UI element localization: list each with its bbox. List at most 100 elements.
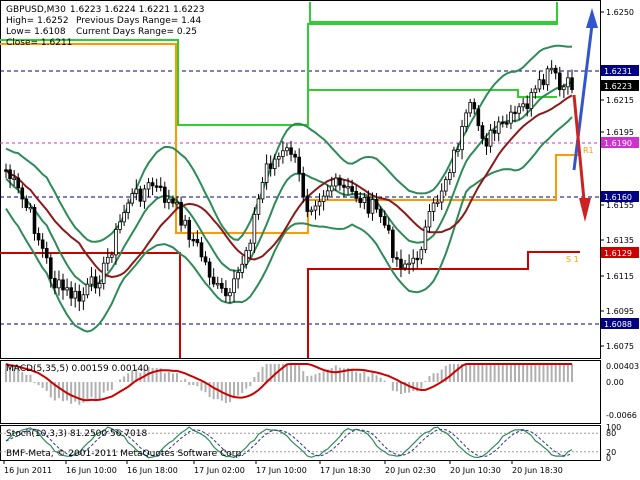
candle-body — [443, 179, 448, 192]
candle-body — [488, 129, 493, 147]
candle-body — [366, 197, 371, 214]
daily-low-box-2 — [307, 251, 580, 358]
candle-body — [570, 77, 574, 91]
stoch-title: Stoch(10,3,3) 81.2500 56.7018 — [6, 429, 147, 439]
candle-body — [285, 147, 289, 152]
candles — [4, 60, 574, 312]
time-tick-label: 16 Jun 10:00 — [66, 466, 117, 475]
candle-body — [325, 190, 330, 197]
candle-body — [53, 277, 57, 289]
candle-body — [411, 257, 415, 264]
candle-body — [61, 279, 65, 291]
candle-body — [431, 202, 436, 212]
candle-body — [195, 239, 200, 244]
candle-body — [297, 156, 301, 174]
macd-tick-label: 0.00403 — [606, 362, 639, 371]
candle-body — [313, 205, 318, 211]
candle-body — [97, 283, 102, 289]
time-tick-label: 20 Jun 02:30 — [385, 466, 436, 475]
candle-body — [505, 122, 509, 125]
candle-body — [252, 213, 257, 244]
candle-body — [228, 292, 232, 297]
candle-body — [187, 219, 192, 240]
candle-body — [362, 197, 367, 204]
candle-body — [415, 257, 420, 261]
price-badge-label: 1.6223 — [604, 82, 632, 91]
price-badge-label: 1.6190 — [604, 139, 632, 148]
candle-body — [24, 198, 29, 209]
candle-body — [464, 112, 468, 127]
candle-body — [28, 207, 33, 210]
candle-body — [301, 172, 306, 197]
candle-body — [146, 182, 151, 190]
candle-body — [468, 102, 473, 114]
candle-body — [476, 108, 481, 127]
candle-body — [423, 226, 428, 251]
time-tick-label: 17 Jun 02:00 — [194, 466, 245, 475]
candle-body — [122, 212, 126, 223]
candle-body — [183, 219, 187, 226]
candle-body — [236, 272, 240, 280]
candle-body — [382, 216, 387, 226]
candle-body — [480, 125, 485, 139]
candle-body — [16, 177, 21, 189]
candle-body — [374, 199, 379, 210]
candle-body — [40, 239, 45, 249]
price-tick-label: 1.6095 — [606, 307, 634, 316]
price-tick-label: 1.6250 — [606, 8, 634, 17]
candle-body — [248, 242, 253, 252]
candle-body — [329, 185, 334, 192]
candle-body — [69, 287, 73, 299]
price-tick-label: 1.6075 — [606, 342, 634, 351]
candle-body — [85, 283, 90, 296]
candle-body — [391, 229, 395, 258]
candle-body — [179, 202, 183, 226]
candle-body — [154, 185, 159, 188]
candle-body — [553, 67, 558, 74]
candle-body — [342, 184, 346, 188]
candle-body — [232, 278, 236, 294]
candle-body — [81, 294, 86, 302]
candle-body — [150, 182, 155, 187]
stoch-signal-line — [5, 428, 573, 458]
candle-body — [268, 163, 273, 169]
candle-body — [346, 186, 350, 189]
candle-body — [517, 106, 521, 114]
candle-body — [500, 121, 505, 124]
moving-average-line — [5, 94, 573, 279]
candle-body — [73, 290, 78, 299]
candle-body — [277, 156, 281, 160]
candle-body — [126, 202, 130, 213]
candle-body — [32, 207, 37, 234]
candle-body — [93, 276, 98, 289]
candle-body — [456, 149, 460, 152]
pivot-s1-label: S 1 — [566, 255, 579, 264]
stoch-tick-label: 20 — [606, 448, 616, 457]
candle-body — [211, 276, 216, 285]
candle-body — [309, 209, 314, 212]
price-badge — [601, 80, 639, 91]
candle-body — [448, 172, 452, 180]
candle-body — [158, 185, 163, 189]
candle-body — [358, 197, 363, 204]
bollinger-middle — [5, 80, 573, 288]
main-panel — [0, 0, 601, 359]
price-badge — [601, 137, 639, 148]
time-tick-label: 20 Jun 10:30 — [450, 466, 501, 475]
candle-body — [541, 79, 546, 86]
time-tick-label: 20 Jun 18:30 — [512, 466, 563, 475]
candle-body — [350, 186, 354, 192]
candle-body — [439, 190, 444, 203]
candle-body — [48, 257, 53, 279]
candle-body — [509, 111, 513, 124]
price-tick-label: 1.6115 — [606, 272, 634, 281]
price-badge-label: 1.6160 — [604, 193, 632, 202]
candle-body — [305, 195, 310, 212]
candle-body — [549, 67, 554, 71]
candle-body — [77, 290, 82, 302]
candle-body — [557, 72, 562, 91]
candle-body — [492, 129, 497, 134]
candle-body — [175, 202, 179, 205]
